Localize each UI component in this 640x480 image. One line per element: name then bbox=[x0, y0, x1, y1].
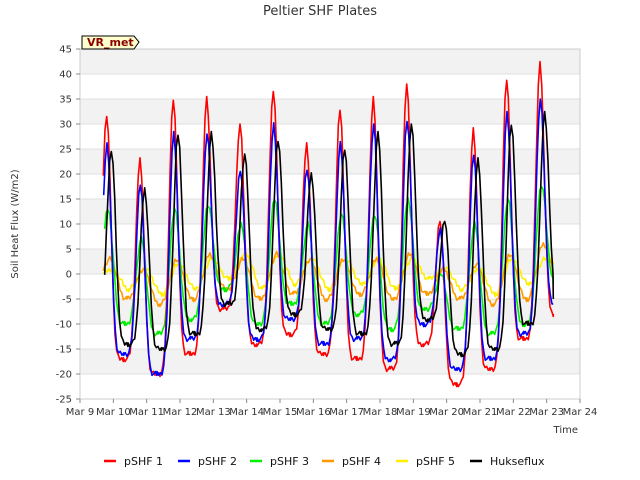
y-tick-label: 15 bbox=[59, 195, 72, 206]
y-tick-label: -10 bbox=[56, 320, 72, 331]
x-tick-label: Mar 21 bbox=[463, 407, 498, 418]
y-tick-label: 20 bbox=[59, 170, 72, 181]
legend-item: pSHF 3 bbox=[250, 455, 309, 468]
grid-band bbox=[80, 149, 580, 174]
legend-label: Hukseflux bbox=[490, 455, 545, 468]
legend-item: pSHF 2 bbox=[178, 455, 237, 468]
grid-band bbox=[80, 224, 580, 249]
legend-label: pSHF 3 bbox=[270, 455, 309, 468]
legend-item: pSHF 4 bbox=[322, 455, 381, 468]
x-tick-label: Mar 20 bbox=[429, 407, 464, 418]
site-badge-label: VR_met bbox=[87, 36, 134, 49]
y-axis: -25 -20 -15 -10 -5 0 5 10 15 20 25 30 35 40 45 bbox=[56, 45, 80, 406]
x-tick-label: Mar 10 bbox=[96, 407, 131, 418]
x-tick-label: Mar 24 bbox=[563, 407, 598, 418]
legend-item: Hukseflux bbox=[470, 455, 545, 468]
chart-title: Peltier SHF Plates bbox=[263, 4, 377, 19]
legend-label: pSHF 5 bbox=[416, 455, 455, 468]
grid-band bbox=[80, 99, 580, 124]
legend-label: pSHF 4 bbox=[342, 455, 381, 468]
grid-band bbox=[80, 249, 580, 274]
x-tick-label: Mar 19 bbox=[396, 407, 431, 418]
grid-band bbox=[80, 124, 580, 149]
y-tick-label: 45 bbox=[59, 45, 72, 56]
grid-band bbox=[80, 349, 580, 374]
legend-label: pSHF 2 bbox=[198, 455, 237, 468]
y-tick-label: 5 bbox=[66, 245, 72, 256]
legend-item: pSHF 1 bbox=[104, 455, 163, 468]
series-lines bbox=[102, 60, 555, 388]
x-tick-label: Mar 12 bbox=[163, 407, 198, 418]
y-tick-label: 25 bbox=[59, 145, 72, 156]
x-tick-label: Mar 11 bbox=[129, 407, 164, 418]
x-tick-label: Mar 23 bbox=[529, 407, 564, 418]
y-tick-label: 0 bbox=[66, 270, 72, 281]
x-tick-label: Mar 13 bbox=[196, 407, 231, 418]
x-tick-label: Mar 18 bbox=[363, 407, 398, 418]
grid-band bbox=[80, 174, 580, 199]
series-line-pshf-2 bbox=[102, 98, 554, 377]
legend-label: pSHF 1 bbox=[124, 455, 163, 468]
x-tick-label: Mar 17 bbox=[329, 407, 364, 418]
x-tick-label: Mar 22 bbox=[496, 407, 531, 418]
y-tick-label: 30 bbox=[59, 120, 72, 131]
y-tick-label: 40 bbox=[59, 70, 72, 81]
x-tick-label: Mar 9 bbox=[66, 407, 94, 418]
y-tick-label: -5 bbox=[62, 295, 72, 306]
x-axis-label: Time bbox=[553, 425, 578, 436]
grid-band bbox=[80, 49, 580, 74]
y-tick-label: 10 bbox=[59, 220, 72, 231]
grid-band bbox=[80, 374, 580, 399]
site-badge: VR_met bbox=[81, 35, 140, 50]
legend: pSHF 1 pSHF 2 pSHF 3 pSHF 4 pSHF 5 Hukseflux bbox=[104, 455, 545, 468]
x-tick-label: Mar 15 bbox=[263, 407, 298, 418]
y-tick-label: -15 bbox=[56, 345, 72, 356]
y-tick-label: -20 bbox=[56, 370, 72, 381]
y-axis-label: Soil Heat Flux (W/m2) bbox=[10, 169, 21, 278]
grid-band bbox=[80, 74, 580, 99]
series-line-hukseflux bbox=[103, 110, 555, 358]
grid-band bbox=[80, 199, 580, 224]
x-tick-label: Mar 14 bbox=[229, 407, 264, 418]
x-tick-label: Mar 16 bbox=[296, 407, 331, 418]
y-tick-label: 35 bbox=[59, 95, 72, 106]
y-tick-label: -25 bbox=[56, 395, 72, 406]
legend-item: pSHF 5 bbox=[396, 455, 455, 468]
